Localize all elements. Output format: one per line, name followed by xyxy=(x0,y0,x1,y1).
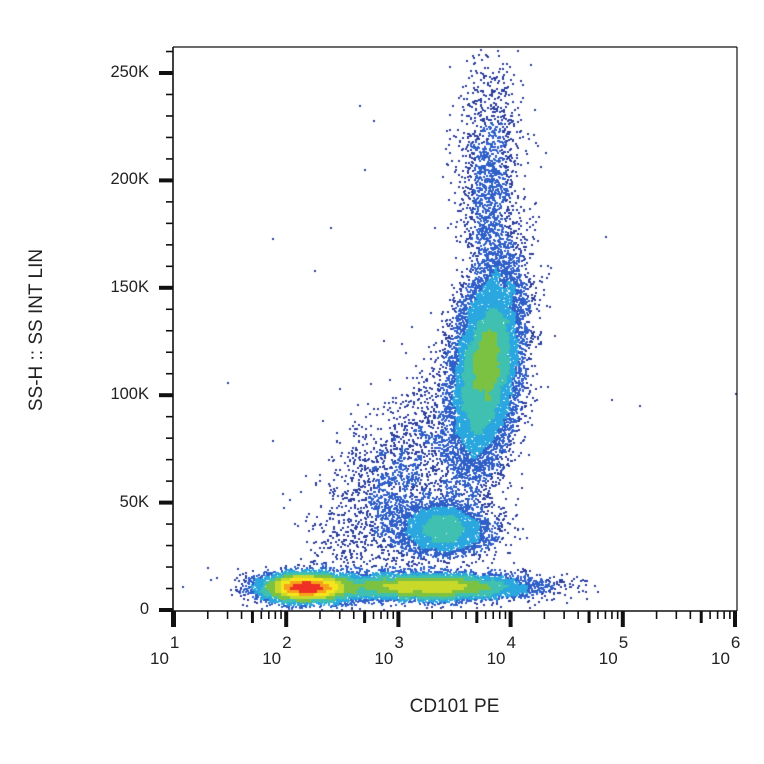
x-tick-label: 104 xyxy=(486,633,516,669)
y-axis-title-container: SS-H :: SS INT LIN xyxy=(22,220,52,440)
x-tick-base: 10 xyxy=(262,649,282,668)
x-tick-exponent: 5 xyxy=(618,633,629,652)
y-tick-label: 250K xyxy=(110,63,149,81)
x-tick-label: 105 xyxy=(598,633,628,669)
x-tick-base: 10 xyxy=(374,649,394,668)
x-tick-base: 10 xyxy=(598,649,618,668)
x-tick-base: 10 xyxy=(711,649,730,668)
x-tick-exponent: 1 xyxy=(169,633,180,652)
x-axis-title: CD101 PE xyxy=(409,696,500,717)
x-tick-label: 103 xyxy=(374,633,403,669)
x-tick-label: 101 xyxy=(150,633,179,669)
density-scatter-plot-area xyxy=(173,47,737,611)
x-tick-exponent: 2 xyxy=(282,633,292,652)
y-tick-label: 50K xyxy=(119,492,149,511)
x-tick-label: 102 xyxy=(262,633,291,669)
y-tick-label: 100K xyxy=(110,385,149,404)
y-tick-label: 150K xyxy=(110,277,149,296)
x-tick-exponent: 6 xyxy=(730,633,741,652)
x-tick-exponent: 4 xyxy=(506,633,516,652)
x-tick-label: 106 xyxy=(711,633,740,669)
y-tick-label: 0 xyxy=(139,600,149,618)
x-tick-base: 10 xyxy=(486,649,506,668)
y-axis-title: SS-H :: SS INT LIN xyxy=(26,248,47,412)
x-tick-exponent: 3 xyxy=(394,633,404,652)
x-tick-base: 10 xyxy=(150,649,169,668)
y-tick-label: 200K xyxy=(110,170,149,189)
